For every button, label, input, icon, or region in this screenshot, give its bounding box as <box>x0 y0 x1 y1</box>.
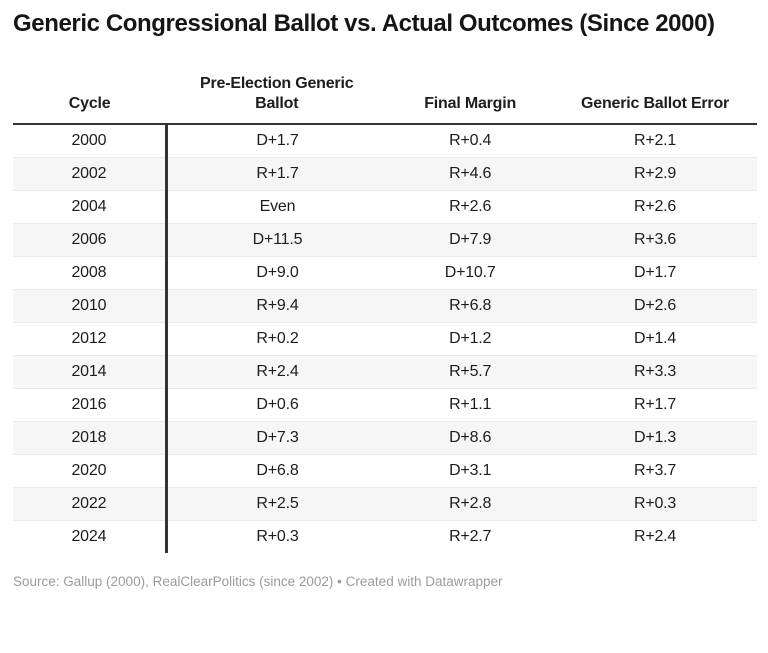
cycle-cell: 2020 <box>13 454 168 488</box>
table-row: 2006 D+11.5 D+7.9 R+3.6 <box>13 223 757 257</box>
cycle-cell: 2010 <box>13 289 168 323</box>
cycle-cell: 2018 <box>13 421 168 455</box>
generic-ballot-cell: D+6.8 <box>166 454 388 488</box>
table-row: 2024 R+0.3 R+2.7 R+2.4 <box>13 520 757 553</box>
table-row: 2010 R+9.4 R+6.8 D+2.6 <box>13 289 757 323</box>
generic-ballot-cell: D+11.5 <box>166 223 388 257</box>
generic-ballot-cell: R+0.2 <box>166 322 388 356</box>
cycle-cell: 2002 <box>13 157 168 191</box>
source-note: Source: Gallup (2000), RealClearPolitics… <box>13 574 334 589</box>
column-header-generic-ballot: Pre-Election Generic Ballot <box>166 74 388 125</box>
generic-ballot-cell: R+2.5 <box>166 487 388 521</box>
column-header-cycle: Cycle <box>13 74 167 125</box>
ballot-error-cell: D+1.4 <box>553 322 757 356</box>
generic-ballot-cell: D+7.3 <box>166 421 388 455</box>
cycle-cell: 2024 <box>13 520 168 553</box>
data-table: Cycle Pre-Election Generic Ballot Final … <box>13 74 757 553</box>
cycle-cell: 2004 <box>13 190 168 224</box>
table-row: 2018 D+7.3 D+8.6 D+1.3 <box>13 421 757 455</box>
chart-title: Generic Congressional Ballot vs. Actual … <box>13 10 715 37</box>
table-row: 2000 D+1.7 R+0.4 R+2.1 <box>13 124 757 158</box>
ballot-error-cell: R+3.3 <box>553 355 757 389</box>
table-header-row: Cycle Pre-Election Generic Ballot Final … <box>13 74 757 125</box>
table-header: Cycle Pre-Election Generic Ballot Final … <box>13 74 757 125</box>
footer: Source: Gallup (2000), RealClearPolitics… <box>13 573 757 590</box>
ballot-error-cell: D+1.3 <box>553 421 757 455</box>
table-row: 2002 R+1.7 R+4.6 R+2.9 <box>13 157 757 191</box>
generic-ballot-cell: D+0.6 <box>166 388 388 422</box>
table-row: 2008 D+9.0 D+10.7 D+1.7 <box>13 256 757 290</box>
final-margin-cell: R+2.7 <box>449 528 492 545</box>
table-row: 2012 R+0.2 D+1.2 D+1.4 <box>13 322 757 356</box>
column-header-ballot-error: Generic Ballot Error <box>553 74 757 125</box>
table-row: 2004 Even R+2.6 R+2.6 <box>13 190 757 224</box>
ballot-error-cell: R+0.3 <box>553 487 757 521</box>
table-row: 2022 R+2.5 R+2.8 R+0.3 <box>13 487 757 521</box>
generic-ballot-cell: R+1.7 <box>166 157 388 191</box>
final-margin-cell: D+1.2 <box>387 322 554 356</box>
cycle-cell: 2000 <box>13 124 168 158</box>
cycle-cell: 2014 <box>13 355 168 389</box>
ballot-error-cell: R+3.6 <box>553 223 757 257</box>
cycle-cell: 2008 <box>13 256 168 290</box>
ballot-error-cell: D+1.7 <box>553 256 757 290</box>
final-margin-cell: R+5.7 <box>387 355 554 389</box>
final-margin-cell: R+6.8 <box>387 289 554 323</box>
table-body: 2000 D+1.7 R+0.4 R+2.1 2002 R+1.7 R+4.6 R+2.9 20… <box>13 124 757 553</box>
table-row: 2020 D+6.8 D+3.1 R+3.7 <box>13 454 757 488</box>
final-margin-cell: R+1.1 <box>387 388 554 422</box>
final-margin-cell: R+2.6 <box>387 190 554 224</box>
generic-ballot-cell: R+0.3 <box>256 528 299 545</box>
final-margin-cell: R+0.4 <box>387 124 554 158</box>
table-row: 2016 D+0.6 R+1.1 R+1.7 <box>13 388 757 422</box>
final-margin-cell: D+7.9 <box>387 223 554 257</box>
generic-ballot-cell: R+2.4 <box>166 355 388 389</box>
column-header-final-margin: Final Margin <box>387 74 554 125</box>
ballot-error-cell: R+2.4 <box>633 528 677 545</box>
generic-ballot-cell: R+9.4 <box>166 289 388 323</box>
generic-ballot-cell: D+1.7 <box>166 124 388 158</box>
ballot-error-cell: D+2.6 <box>553 289 757 323</box>
datawrapper-credit-link[interactable]: Created with Datawrapper <box>345 574 503 589</box>
final-margin-cell: R+4.6 <box>387 157 554 191</box>
ballot-error-cell: R+2.6 <box>553 190 757 224</box>
final-margin-cell: R+2.8 <box>387 487 554 521</box>
final-margin-cell: D+8.6 <box>387 421 554 455</box>
table-row: 2014 R+2.4 R+5.7 R+3.3 <box>13 355 757 389</box>
generic-ballot-cell: D+9.0 <box>166 256 388 290</box>
final-margin-cell: D+3.1 <box>387 454 554 488</box>
final-margin-cell: D+10.7 <box>387 256 554 290</box>
cycle-cell: 2012 <box>13 322 168 356</box>
cycle-cell: 2006 <box>13 223 168 257</box>
ballot-error-cell: R+1.7 <box>553 388 757 422</box>
generic-ballot-cell: Even <box>166 190 388 224</box>
ballot-error-cell: R+3.7 <box>553 454 757 488</box>
ballot-error-cell: R+2.9 <box>553 157 757 191</box>
cycle-cell: 2016 <box>13 388 168 422</box>
cycle-cell: 2022 <box>13 487 168 521</box>
ballot-error-cell: R+2.1 <box>553 124 757 158</box>
footer-separator: • <box>337 574 342 589</box>
